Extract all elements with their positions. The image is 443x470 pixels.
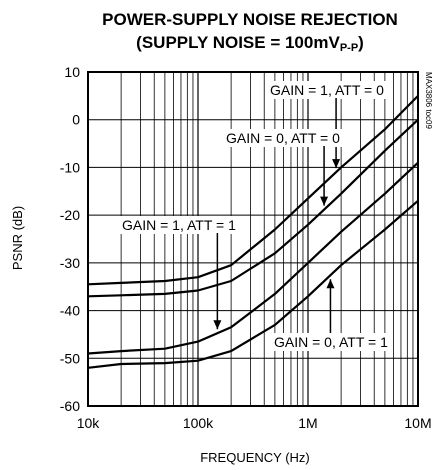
annotation-label-bg: [224, 129, 343, 147]
series-line-2: [87, 118, 419, 298]
chart-title-line2: (SUPPLY NOISE = 100mVP-P): [136, 33, 364, 54]
annotation-label-bg: [272, 333, 391, 351]
annotation-arrowhead: [332, 159, 341, 169]
annotation-label: GAIN = 0, ATT = 0: [226, 130, 340, 146]
annotation-label: GAIN = 0, ATT = 1: [274, 334, 388, 350]
x-tick-label: 10k: [77, 415, 101, 431]
y-tick-label: -30: [60, 255, 80, 271]
series-lines: [87, 95, 419, 369]
annotation-arrowhead: [213, 320, 222, 330]
x-tick-label: 10M: [404, 415, 431, 431]
y-tick-label: 0: [72, 112, 80, 128]
annotation-arrowhead: [326, 279, 335, 289]
annotations: GAIN = 1, ATT = 0 GAIN = 0, ATT = 0 GAIN =…: [120, 81, 391, 351]
chart-title-line2-end: ): [358, 33, 364, 52]
annotation-label: GAIN = 1, ATT = 1: [122, 217, 236, 233]
y-tick-label: 10: [64, 64, 80, 80]
plot-frame: [87, 71, 419, 407]
y-tick-label: -60: [60, 398, 80, 414]
chart-title-line2-main: (SUPPLY NOISE = 100mV: [136, 33, 340, 52]
x-tick-label: 1M: [298, 415, 317, 431]
chart-title-line1: POWER-SUPPLY NOISE REJECTION: [102, 10, 398, 29]
y-tick-label: -20: [60, 207, 80, 223]
annotation-label-bg: [120, 216, 239, 234]
annotation-label: GAIN = 1, ATT = 0: [270, 82, 384, 98]
y-axis-label: PSNR (dB): [10, 206, 25, 270]
x-tick-labels: 10k 100k 1M 10M: [77, 415, 432, 431]
annotation-arrowhead: [320, 196, 329, 206]
x-tick-label: 100k: [183, 415, 214, 431]
x-axis-label: FREQUENCY (Hz): [200, 450, 310, 465]
series-line-4: [87, 199, 419, 369]
y-tick-label: -40: [60, 303, 80, 319]
y-tick-label: -10: [60, 159, 80, 175]
series-line-1: [87, 95, 419, 286]
chart-title-line2-sub: P-P: [340, 42, 358, 54]
series-line-3: [87, 161, 419, 355]
y-tick-labels: 10 0 -10 -20 -30 -40 -50 -60: [60, 64, 80, 414]
part-number-label: MAX3806 toc09: [424, 72, 433, 129]
grid-lines: [88, 72, 418, 406]
y-tick-label: -50: [60, 350, 80, 366]
annotation-label-bg: [268, 81, 387, 99]
